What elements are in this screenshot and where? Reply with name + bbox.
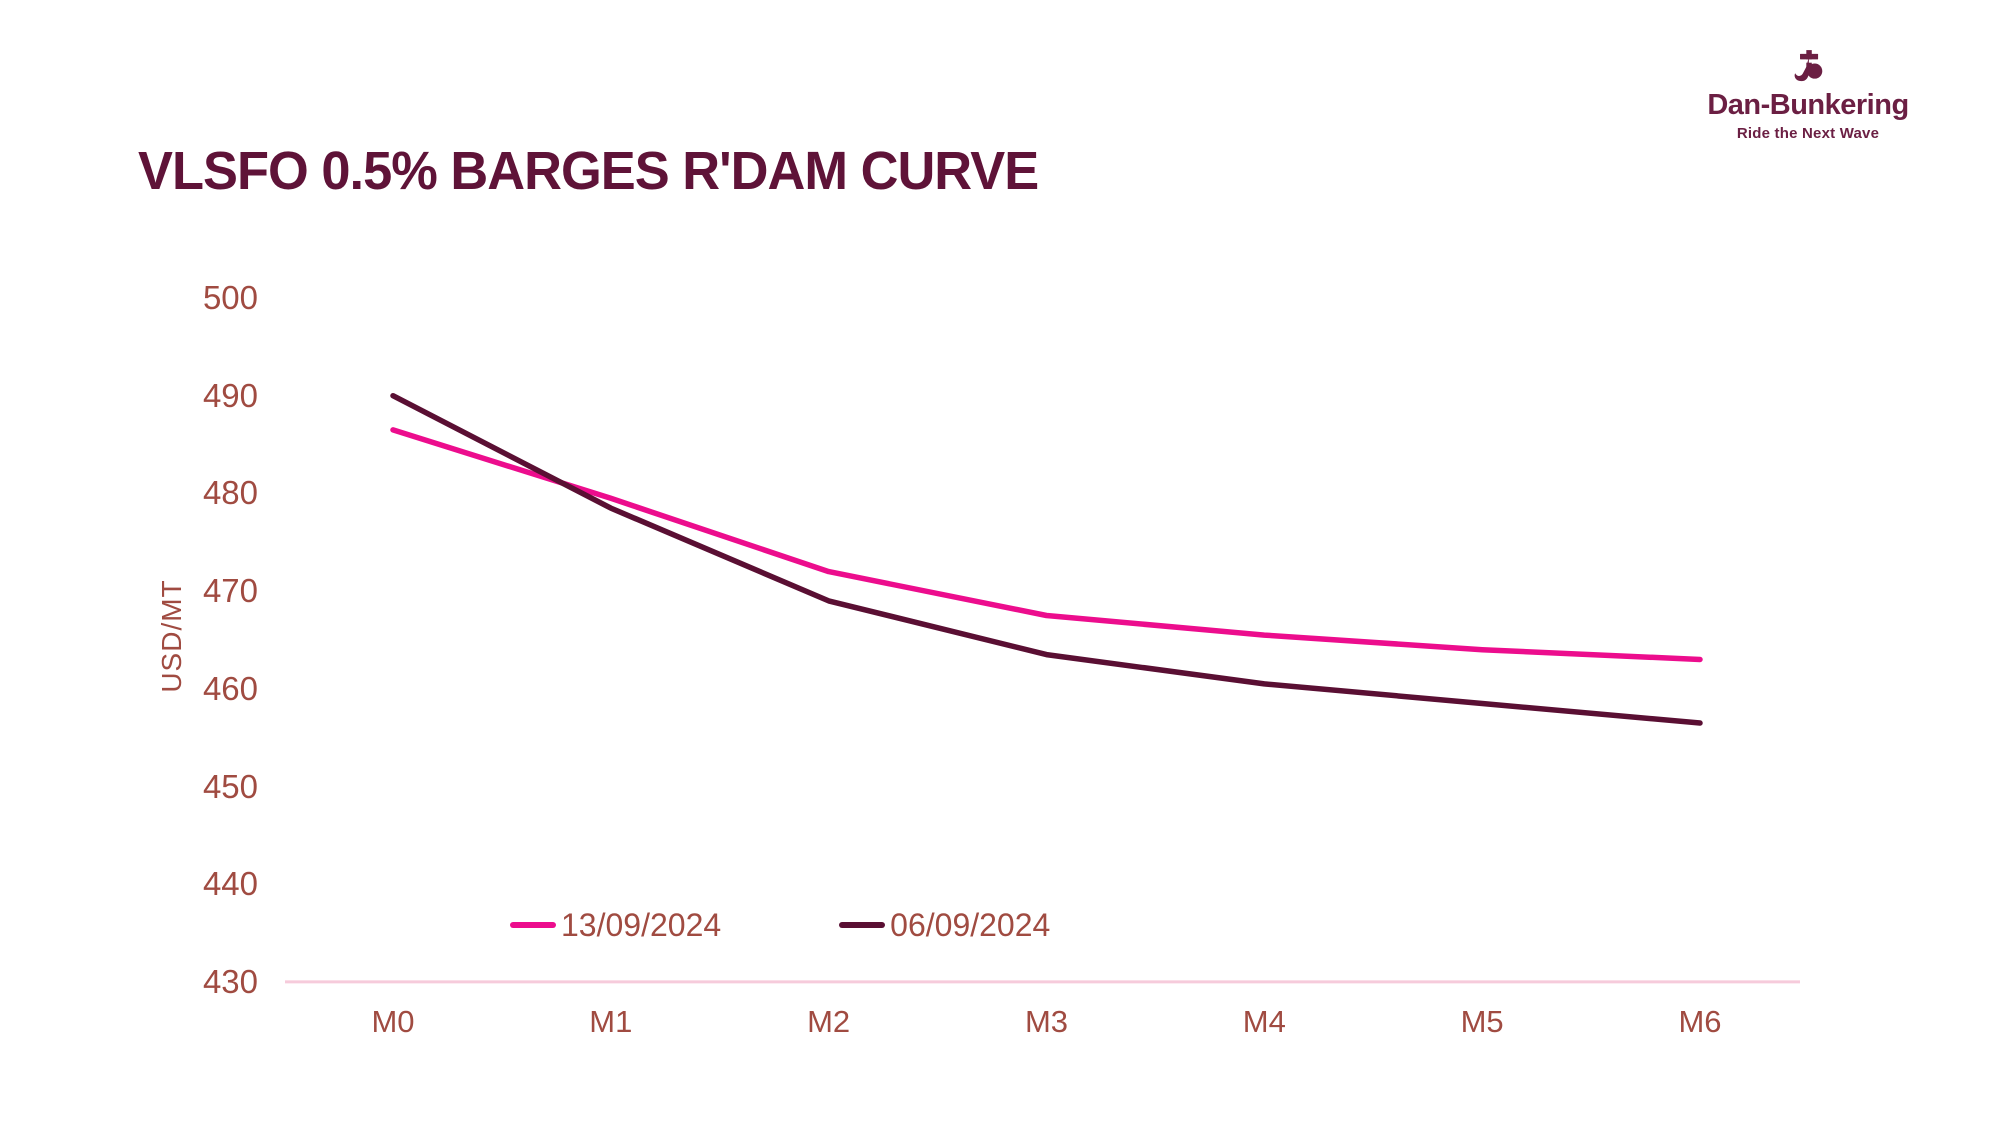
y-tick-label: 490 [202, 376, 258, 414]
y-tick-label: 500 [202, 279, 258, 316]
x-tick-label: M3 [1024, 1004, 1069, 1039]
legend-item-0: 13/09/2024 [510, 905, 721, 945]
x-tick-label: M2 [807, 1004, 851, 1039]
x-tick-label: M4 [1242, 1004, 1286, 1039]
legend-swatch [839, 922, 886, 928]
anchor-b-emblem-icon [1794, 50, 1823, 82]
x-tick-label: M0 [371, 1004, 415, 1039]
logo-wordmark: Dan-Bunkering [1707, 89, 1909, 121]
y-tick-label: 440 [202, 865, 258, 903]
x-tick-label: M1 [589, 1004, 633, 1039]
logo-tagline: Ride the Next Wave [1736, 124, 1880, 142]
x-tick-label: M5 [1460, 1004, 1504, 1039]
y-tick-label: 480 [202, 474, 258, 512]
y-tick-label: 450 [202, 767, 258, 805]
legend-label: 13/09/2024 [561, 907, 722, 943]
y-tick-label: 460 [202, 669, 258, 707]
page-title: VLSFO 0.5% BARGES R'DAM CURVE [138, 141, 1039, 201]
legend-label: 06/09/2024 [890, 907, 1051, 943]
series-line-1 [390, 392, 1703, 726]
y-tick-label: 470 [202, 572, 258, 610]
y-tick-label: 430 [202, 962, 258, 1000]
series-line-0 [390, 427, 1703, 663]
legend-swatch [510, 922, 556, 928]
x-tick-label: M6 [1678, 1004, 1722, 1039]
company-logo: Dan-Bunkering Ride the Next Wave [1678, 50, 1938, 142]
chart-legend: 13/09/2024 06/09/2024 [510, 905, 1050, 945]
legend-item-1: 06/09/2024 [839, 905, 1050, 945]
